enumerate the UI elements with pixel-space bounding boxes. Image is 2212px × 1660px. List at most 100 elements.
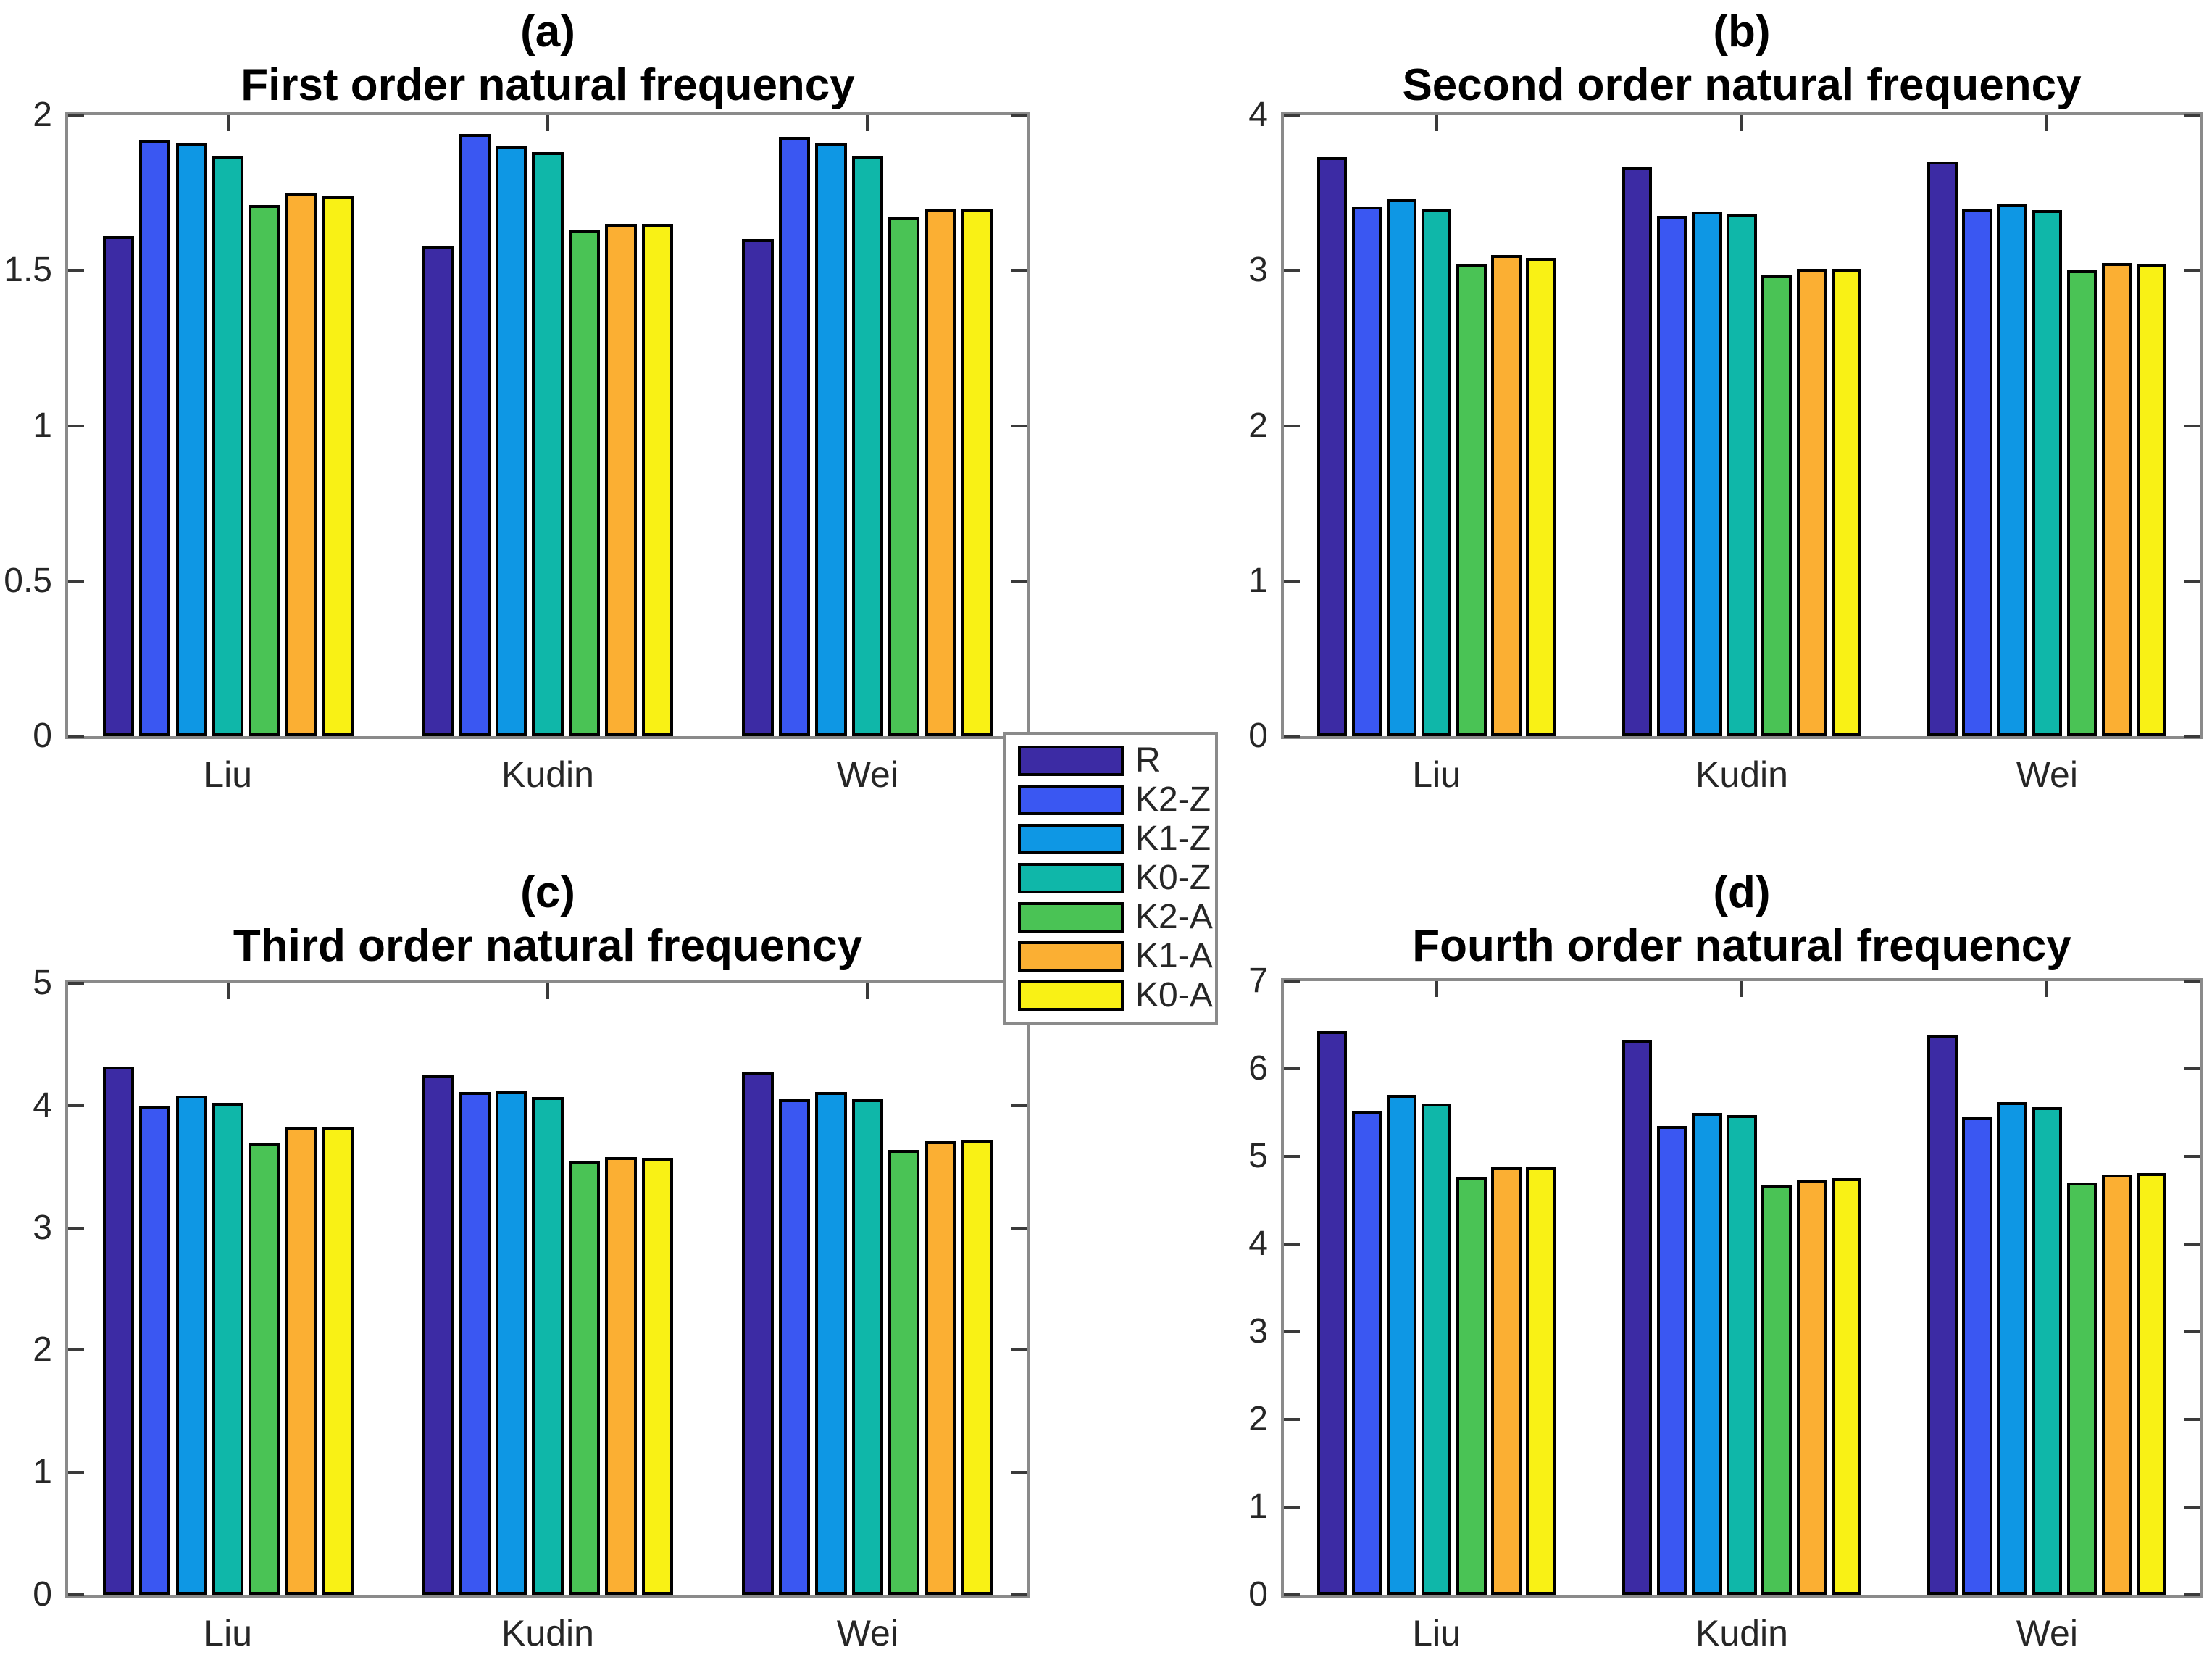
y-tick-label: 0 [1248,1575,1268,1614]
y-tick-mark-left [1284,269,1300,272]
legend-swatch-K0-Z [1018,863,1124,893]
y-tick-mark-right [2184,1418,2200,1421]
y-tick-label: 6 [1248,1049,1268,1088]
bar-R-Liu [1316,157,1347,736]
x-tick-mark-top [2045,981,2049,997]
chart-title-b: Second order natural frequency [1402,60,2082,110]
legend-swatch-K1-Z [1018,824,1124,854]
y-tick-label: 2 [1248,406,1268,445]
y-tick-mark-left [1284,1330,1300,1333]
bar-K2-A-Kudin [1761,1185,1792,1595]
y-tick-label: 5 [1248,1137,1268,1175]
bar-K0-Z-Wei [2032,1107,2063,1595]
x-tick-mark-top [1740,981,1743,997]
legend-label: K1-Z [1135,819,1211,858]
bar-R-Kudin [422,1075,454,1595]
y-tick-mark-left [68,269,84,272]
bar-K2-A-Liu [249,205,280,736]
legend-item-K2-Z: K2-Z [1006,783,1215,817]
x-category-label: Wei [836,1613,898,1653]
y-tick-mark-left [68,1471,84,1475]
bar-K2-A-Kudin [568,1160,601,1595]
y-tick-mark-right [2184,1067,2200,1070]
bar-K1-A-Wei [925,1140,956,1595]
bar-K2-A-Liu [249,1143,280,1595]
bar-K0-Z-Kudin [1727,1115,1757,1595]
y-tick-label: 1 [33,406,52,445]
bar-K0-A-Kudin [1831,269,1862,736]
bar-K0-A-Liu [1526,258,1556,736]
legend-swatch-K1-A [1018,941,1124,972]
y-tick-label: 0 [33,717,52,755]
bar-K1-Z-Wei [815,143,847,736]
bar-K1-A-Kudin [1796,269,1827,736]
y-tick-label: 4 [1248,1225,1268,1263]
y-tick-mark-right [2184,1506,2200,1509]
x-category-label: Liu [1412,754,1461,795]
bar-K1-Z-Kudin [1692,1112,1722,1595]
bar-K2-Z-Liu [1351,1111,1382,1595]
bar-K2-A-Wei [888,217,920,736]
legend-item-R: R [1006,743,1215,778]
y-tick-mark-right [2184,735,2200,738]
bar-K1-A-Wei [2101,262,2132,736]
plot-area-b: 0 1 2 3 4 Liu Kudin Wei [1248,98,2203,793]
bar-K2-Z-Liu [139,1105,171,1595]
y-tick-label: 4 [33,1085,52,1125]
y-tick-label: 3 [1248,251,1268,290]
legend-swatch-R [1018,746,1124,776]
chart-title-d: Fourth order natural frequency [1412,921,2071,971]
plot-area-c: 0 1 2 3 4 5 Liu Kudin Wei [33,966,1030,1651]
bar-K1-A-Kudin [605,1156,637,1595]
bar-K2-A-Liu [1456,1177,1487,1595]
y-tick-mark-right [2184,1330,2200,1333]
bar-K0-Z-Liu [212,155,244,736]
bar-R-Liu [1316,1030,1347,1595]
y-tick-label: 1 [1248,561,1268,600]
y-tick-mark-left [1284,1506,1300,1509]
y-tick-label: 1.5 [4,251,52,290]
bar-K1-Z-Liu [175,1096,207,1595]
x-category-label: Kudin [501,1613,594,1653]
bar-K0-Z-Wei [851,1099,884,1595]
bar-R-Wei [1927,1035,1958,1595]
y-tick-label: 2 [33,96,52,134]
legend-item-K0-Z: K0-Z [1006,861,1215,896]
bar-K2-Z-Wei [778,136,811,736]
x-tick-mark-top [2045,115,2049,131]
bar-K0-Z-Kudin [532,152,564,736]
bar-K0-A-Liu [1526,1167,1556,1595]
legend-label: K0-A [1135,976,1213,1014]
y-tick-label: 1 [1248,1488,1268,1526]
legend-label: R [1135,741,1161,780]
bar-K0-A-Wei [961,1140,993,1595]
y-tick-label: 3 [33,1208,52,1247]
bar-K2-Z-Kudin [459,1092,491,1595]
y-tick-label: 3 [1248,1312,1268,1351]
panel-letter-c: (c) [520,867,575,917]
bar-K1-Z-Wei [815,1092,847,1595]
y-tick-mark-left [1284,1067,1300,1070]
bar-K1-A-Liu [1491,1167,1522,1595]
x-category-label: Wei [2016,754,2078,795]
y-tick-mark-right [2184,269,2200,272]
bar-K0-A-Wei [2137,1172,2167,1595]
y-tick-mark-right [1011,1104,1027,1107]
y-tick-mark-right [2184,1593,2200,1596]
bar-K2-Z-Wei [1962,1117,1992,1595]
legend-label: K2-A [1135,898,1213,936]
x-category-label: Liu [204,1613,253,1653]
bar-K1-Z-Kudin [495,146,527,736]
bar-K1-Z-Kudin [495,1090,527,1595]
bar-K0-Z-Wei [2032,209,2063,736]
y-tick-mark-left [68,735,84,738]
y-tick-label: 2 [33,1330,52,1369]
bar-K1-A-Kudin [1796,1180,1827,1595]
x-tick-mark-top [1435,981,1438,997]
y-tick-mark-left [68,1348,84,1352]
plot-area-a: 0 0.5 1 1.5 2 Liu Kudin Wei [4,98,1030,793]
bar-K0-Z-Kudin [1727,214,1757,736]
x-tick-mark-top [226,983,230,999]
legend: R K2-Z K1-Z K0-Z K2-A K1-A K0-A [1003,732,1218,1025]
bar-K2-Z-Wei [1962,208,1992,736]
